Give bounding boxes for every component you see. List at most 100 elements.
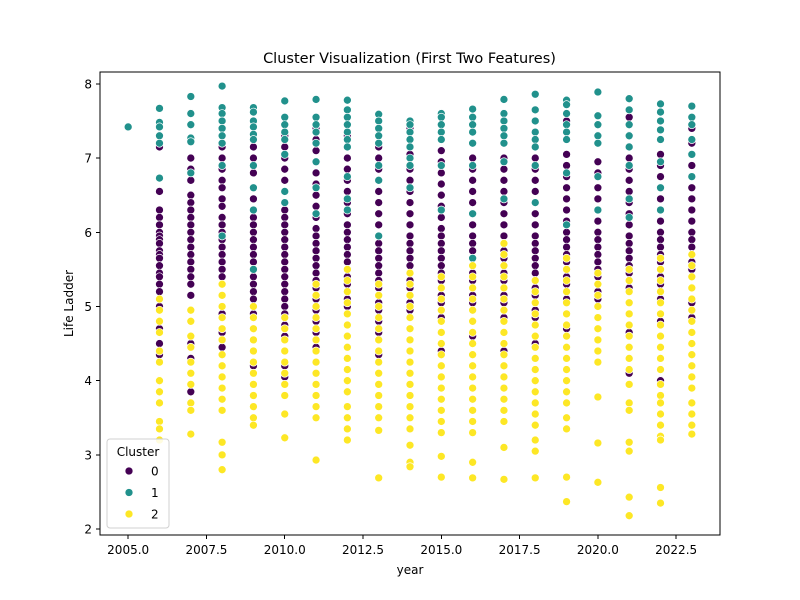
series-1-points xyxy=(123,81,697,274)
data-point-cluster-2 xyxy=(249,402,258,411)
data-point-cluster-2 xyxy=(436,472,446,482)
data-point-cluster-2 xyxy=(217,350,227,360)
data-point-cluster-1 xyxy=(593,172,603,181)
data-point-cluster-2 xyxy=(343,354,352,363)
data-point-cluster-1 xyxy=(374,231,384,241)
data-point-cluster-0 xyxy=(562,242,571,252)
data-point-cluster-2 xyxy=(656,342,665,352)
data-point-cluster-0 xyxy=(343,220,352,230)
data-point-cluster-2 xyxy=(217,290,227,300)
data-point-cluster-0 xyxy=(562,235,571,245)
data-point-cluster-1 xyxy=(405,120,415,130)
data-point-cluster-2 xyxy=(217,324,227,334)
data-point-cluster-1 xyxy=(624,213,634,222)
data-point-cluster-0 xyxy=(186,213,196,222)
data-point-cluster-1 xyxy=(499,95,509,104)
data-point-cluster-0 xyxy=(155,287,164,296)
data-point-cluster-2 xyxy=(656,380,665,389)
data-point-cluster-2 xyxy=(311,413,321,423)
data-point-cluster-2 xyxy=(280,357,290,367)
data-point-cluster-1 xyxy=(155,131,164,141)
x-tick-label: 2020.0 xyxy=(577,543,619,557)
data-point-cluster-2 xyxy=(468,406,477,415)
x-tick-label: 2017.5 xyxy=(499,543,541,557)
data-point-cluster-0 xyxy=(343,153,352,163)
data-point-cluster-2 xyxy=(499,328,509,337)
data-point-cluster-2 xyxy=(593,392,603,402)
data-point-cluster-2 xyxy=(530,331,540,341)
data-point-cluster-0 xyxy=(374,261,384,271)
data-point-cluster-1 xyxy=(155,122,164,132)
data-point-cluster-1 xyxy=(343,95,352,105)
x-tick-label: 2010.0 xyxy=(264,543,306,557)
data-point-cluster-2 xyxy=(405,290,415,300)
data-point-cluster-2 xyxy=(311,391,321,400)
data-point-cluster-0 xyxy=(217,342,227,352)
data-point-cluster-0 xyxy=(343,164,352,174)
data-point-cluster-0 xyxy=(217,265,227,274)
data-point-cluster-2 xyxy=(530,435,540,445)
data-point-cluster-0 xyxy=(593,157,603,167)
data-point-cluster-0 xyxy=(311,190,321,200)
data-point-cluster-0 xyxy=(436,239,446,248)
data-point-cluster-0 xyxy=(343,187,352,196)
data-point-cluster-0 xyxy=(186,198,196,207)
data-point-cluster-2 xyxy=(436,294,446,304)
data-point-cluster-1 xyxy=(530,116,540,126)
data-point-cluster-1 xyxy=(186,168,196,178)
data-point-cluster-2 xyxy=(562,320,571,330)
data-point-cluster-2 xyxy=(311,455,321,465)
data-point-cluster-0 xyxy=(499,231,509,241)
data-point-cluster-2 xyxy=(499,239,509,248)
data-point-cluster-1 xyxy=(687,150,697,159)
data-point-cluster-1 xyxy=(687,120,697,130)
data-point-cluster-2 xyxy=(155,294,164,304)
data-point-cluster-2 xyxy=(374,335,384,345)
legend-label-cluster-1: 1 xyxy=(151,486,159,500)
data-point-cluster-1 xyxy=(436,127,446,137)
data-point-cluster-2 xyxy=(343,376,352,386)
data-point-cluster-2 xyxy=(624,287,634,296)
data-point-cluster-2 xyxy=(280,313,290,322)
data-point-cluster-1 xyxy=(562,120,571,130)
data-point-cluster-0 xyxy=(656,235,665,245)
data-point-cluster-2 xyxy=(468,383,477,393)
data-point-cluster-2 xyxy=(530,276,540,285)
data-point-cluster-0 xyxy=(499,209,509,219)
plot-area-frame xyxy=(99,71,721,536)
data-point-cluster-0 xyxy=(436,224,446,233)
data-point-cluster-1 xyxy=(343,120,352,130)
data-point-cluster-1 xyxy=(280,135,290,144)
data-point-cluster-0 xyxy=(217,250,227,259)
data-point-cluster-1 xyxy=(249,183,258,193)
data-point-cluster-2 xyxy=(624,380,634,389)
data-point-cluster-2 xyxy=(343,435,352,445)
data-point-cluster-0 xyxy=(280,294,290,304)
data-point-cluster-2 xyxy=(155,417,164,426)
data-point-cluster-2 xyxy=(468,417,477,426)
x-tick-label: 2005.0 xyxy=(107,543,149,557)
data-point-cluster-0 xyxy=(186,279,196,289)
data-point-cluster-2 xyxy=(436,394,446,404)
data-point-cluster-2 xyxy=(280,380,290,389)
data-point-cluster-0 xyxy=(343,242,352,252)
data-point-cluster-0 xyxy=(530,268,540,278)
data-point-cluster-2 xyxy=(624,276,634,285)
data-point-cluster-2 xyxy=(562,497,571,506)
data-point-cluster-0 xyxy=(280,164,290,174)
data-point-cluster-1 xyxy=(249,161,258,170)
data-point-cluster-2 xyxy=(186,357,196,367)
data-point-cluster-2 xyxy=(530,409,540,419)
data-point-cluster-2 xyxy=(562,276,571,285)
data-point-cluster-1 xyxy=(374,116,384,126)
data-point-cluster-2 xyxy=(468,361,477,371)
data-point-cluster-0 xyxy=(624,220,634,230)
data-point-cluster-2 xyxy=(530,287,540,296)
data-point-cluster-0 xyxy=(656,216,665,226)
data-point-cluster-2 xyxy=(343,265,352,274)
y-tick-label: 5 xyxy=(84,300,92,314)
x-tick-label: 2007.5 xyxy=(185,543,227,557)
data-point-cluster-0 xyxy=(217,213,227,222)
data-point-cluster-2 xyxy=(217,394,227,404)
data-point-cluster-2 xyxy=(405,279,415,289)
